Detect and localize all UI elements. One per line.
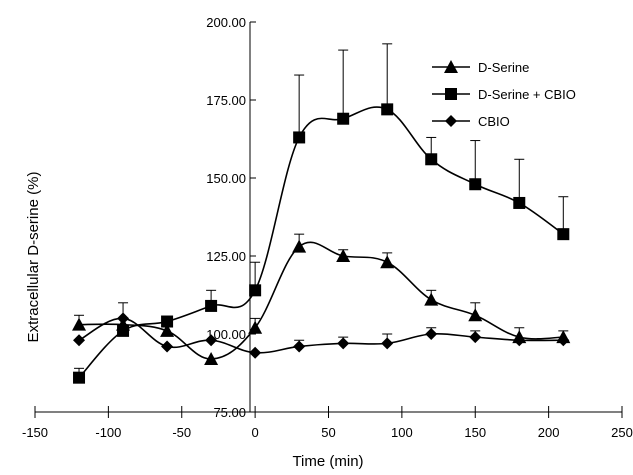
x-tick-label: -100: [95, 425, 121, 440]
data-point: [117, 312, 130, 325]
y-axis-title: Extracellular D-serine (%): [25, 172, 42, 343]
legend-label: D-Serine + CBIO: [478, 87, 576, 102]
x-tick-label: -150: [22, 425, 48, 440]
y-tick-label: 175.00: [206, 93, 246, 108]
data-point: [425, 153, 438, 166]
data-point: [424, 292, 439, 306]
legend-marker: [445, 88, 457, 100]
legend-marker: [445, 115, 457, 127]
x-axis-title: Time (min): [292, 453, 363, 470]
data-point: [557, 334, 570, 347]
x-tick-label: -50: [172, 425, 191, 440]
data-point: [513, 334, 526, 347]
data-point: [380, 255, 395, 269]
x-tick-label: 50: [321, 425, 335, 440]
y-tick-label: 125.00: [206, 249, 246, 264]
data-point: [205, 334, 218, 347]
x-tick-label: 150: [464, 425, 486, 440]
data-point: [381, 337, 394, 350]
data-point: [336, 249, 351, 262]
data-point: [337, 337, 350, 350]
data-point: [73, 334, 86, 347]
data-point: [469, 331, 482, 344]
x-tick-label: 0: [252, 425, 259, 440]
series-diamond: [73, 312, 570, 359]
data-point: [161, 315, 174, 328]
data-point: [249, 346, 262, 359]
y-tick-label: 150.00: [206, 171, 246, 186]
legend-label: CBIO: [478, 114, 510, 129]
legend-label: D-Serine: [478, 60, 529, 75]
series-square: [73, 43, 570, 384]
series-triangle: [72, 233, 571, 365]
y-tick-label: 100.00: [206, 327, 246, 342]
legend-marker: [444, 60, 458, 73]
x-tick-label: 100: [391, 425, 413, 440]
data-point: [468, 308, 483, 322]
data-point: [161, 340, 174, 353]
data-point: [293, 340, 306, 353]
x-tick-label: 250: [611, 425, 633, 440]
data-point: [73, 371, 86, 384]
x-tick-label: 200: [538, 425, 560, 440]
data-point: [248, 320, 263, 334]
data-point: [337, 112, 350, 125]
data-point: [117, 324, 130, 337]
data-point: [72, 317, 87, 331]
axes: -150 -100 -50 0 50 100 150 200 250 75.00 100.00 125…: [22, 15, 633, 440]
data-point: [249, 284, 262, 297]
y-tick-label: 75.00: [213, 405, 246, 420]
data-point: [469, 178, 482, 191]
data-point: [425, 328, 438, 340]
data-point: [205, 299, 218, 312]
data-point: [160, 323, 175, 337]
data-point: [204, 351, 219, 365]
data-point: [293, 131, 306, 144]
data-point: [381, 103, 394, 116]
legend: D-Serine D-Serine + CBIO CBIO: [432, 60, 576, 129]
series-line: [79, 241, 564, 360]
data-point: [292, 239, 307, 253]
series-layer: [72, 43, 571, 384]
y-tick-label: 200.00: [206, 15, 246, 30]
data-point: [557, 228, 570, 241]
data-point: [513, 196, 526, 209]
